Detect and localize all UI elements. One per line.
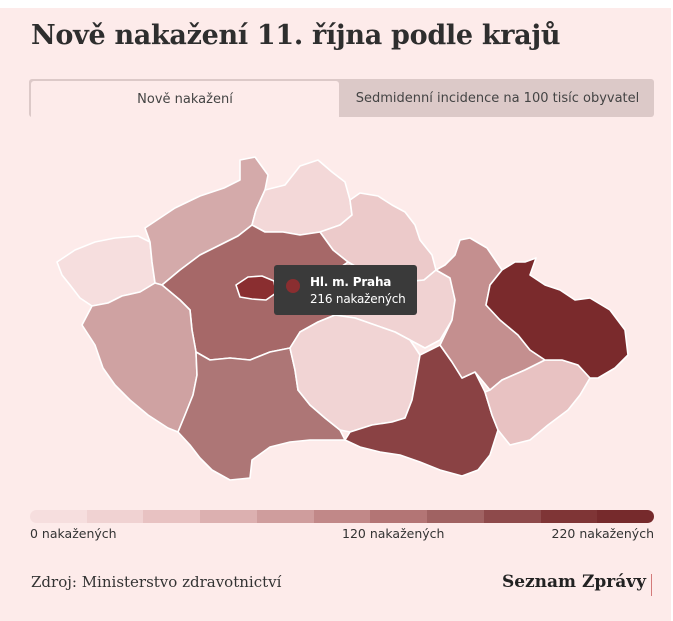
tooltip-region-value: 216 nakažených xyxy=(310,292,406,306)
legend-segment xyxy=(30,510,87,523)
tooltip-color-dot xyxy=(286,279,300,293)
legend-segment xyxy=(200,510,257,523)
brand-logo[interactable]: Seznam Zprávy xyxy=(501,572,646,592)
legend-color-scale xyxy=(30,510,654,523)
legend-mid-label: 120 nakažených xyxy=(342,526,445,541)
region-plzensky[interactable] xyxy=(81,282,198,433)
legend-segment xyxy=(256,510,314,523)
legend-segment xyxy=(143,510,201,523)
tab-new-infections[interactable]: Nově nakažení xyxy=(31,81,339,117)
region-moravskoslezsky[interactable] xyxy=(485,257,629,379)
legend-segment xyxy=(597,510,654,523)
legend-segment xyxy=(427,510,484,523)
region-jihocesky[interactable] xyxy=(177,347,346,481)
tab-bar: Nově nakažení Sedmidenní incidence na 10… xyxy=(29,79,654,117)
frame-top xyxy=(0,0,673,8)
legend-min-label: 0 nakažených xyxy=(30,526,117,541)
region-tooltip: Hl. m. Praha 216 nakažených xyxy=(274,265,417,315)
region-liberecky[interactable] xyxy=(251,159,353,236)
page-title: Nově nakažení 11. října podle krajů xyxy=(31,20,561,51)
legend-segment xyxy=(370,510,428,523)
region-zlinsky[interactable] xyxy=(484,359,591,446)
brand-divider xyxy=(651,574,652,596)
legend-segment xyxy=(540,510,598,523)
legend-segment xyxy=(313,510,371,523)
tooltip-region-name: Hl. m. Praha xyxy=(310,275,392,289)
frame-right xyxy=(671,0,673,621)
legend-segment xyxy=(86,510,144,523)
source-note: Zdroj: Ministerstvo zdravotnictví xyxy=(31,573,282,591)
tab-weekly-incidence[interactable]: Sedmidenní incidence na 100 tisíc obyvat… xyxy=(355,90,640,106)
legend-segment xyxy=(483,510,541,523)
legend-max-label: 220 nakažených xyxy=(551,526,654,541)
